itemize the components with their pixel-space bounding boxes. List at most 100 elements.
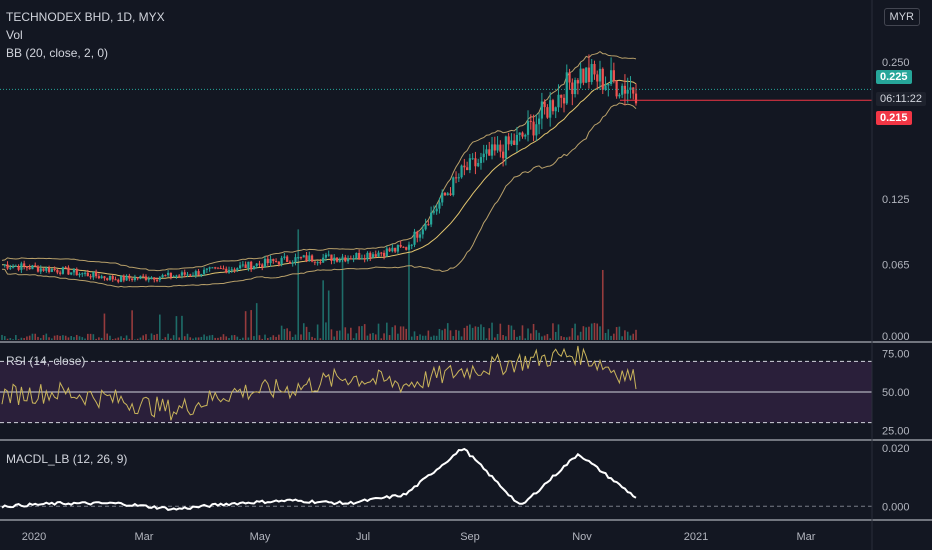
volume-bar xyxy=(128,338,131,340)
volume-bar xyxy=(12,339,14,340)
candle-body xyxy=(601,68,604,90)
volume-bar xyxy=(150,333,153,340)
volume-bar xyxy=(507,324,510,340)
candle-body xyxy=(374,254,377,257)
candle-body xyxy=(358,252,361,259)
volume-bar xyxy=(56,335,59,340)
candle-body xyxy=(169,272,172,278)
volume-bar xyxy=(103,313,106,340)
volume-bar xyxy=(131,310,133,340)
volume-bar xyxy=(571,328,574,340)
candle-body xyxy=(247,261,250,268)
candle-body xyxy=(238,265,242,269)
volume-bar xyxy=(458,330,460,340)
candle-body xyxy=(31,265,34,270)
volume-bar xyxy=(244,311,247,340)
volume-bar xyxy=(394,325,396,340)
volume-bar xyxy=(577,335,579,340)
candle-body xyxy=(529,120,532,122)
rsi-pane[interactable] xyxy=(0,345,872,424)
candle-body xyxy=(250,261,253,270)
chart-title: TECHNODEX BHD, 1D, MYX xyxy=(6,10,165,24)
volume-bar xyxy=(372,332,374,340)
volume-bar xyxy=(358,326,360,340)
volume-bar xyxy=(361,326,363,340)
candle-body xyxy=(233,269,236,271)
candle-body xyxy=(167,272,170,276)
candle-body xyxy=(427,224,430,226)
volume-bar xyxy=(136,338,139,340)
volume-bar xyxy=(413,331,416,340)
currency-badge[interactable]: MYR xyxy=(883,8,920,26)
candle-body xyxy=(551,100,555,112)
volume-bar xyxy=(355,333,358,340)
volume-bar xyxy=(350,327,352,340)
volume-bar xyxy=(543,335,546,340)
volume-bar xyxy=(109,335,111,340)
volume-bar xyxy=(532,323,535,340)
candle-body xyxy=(571,82,574,95)
candle-body xyxy=(222,268,225,270)
candle-body xyxy=(150,277,153,280)
volume-bar xyxy=(120,336,122,340)
volume-bar xyxy=(336,330,338,340)
candle-body xyxy=(554,107,557,112)
volume-bar xyxy=(621,336,623,340)
volume-bar xyxy=(502,335,504,340)
price-pane[interactable] xyxy=(0,50,872,340)
candle-body xyxy=(72,268,76,273)
volume-bar xyxy=(516,336,518,340)
volume-bar xyxy=(192,338,194,340)
candle-body xyxy=(106,278,109,280)
volume-bar xyxy=(203,334,205,340)
candle-body xyxy=(496,144,499,151)
volume-bar xyxy=(139,337,142,340)
volume-bar xyxy=(81,337,84,340)
time-tick-label: Mar xyxy=(135,531,154,543)
candle-body xyxy=(53,268,56,270)
candle-body xyxy=(269,258,272,264)
candle-body xyxy=(466,167,469,171)
candle-body xyxy=(89,276,92,278)
volume-bar xyxy=(89,333,92,340)
candle-body xyxy=(482,153,485,158)
candle-body xyxy=(490,144,494,156)
volume-bar xyxy=(87,333,89,340)
bollinger-basis xyxy=(1,79,637,280)
time-tick-label: 2020 xyxy=(22,531,46,543)
bollinger-lower-band xyxy=(1,102,637,288)
volume-bar xyxy=(100,337,103,340)
volume-bar xyxy=(106,333,109,340)
candle-body xyxy=(191,275,195,277)
macd-pane[interactable] xyxy=(0,447,872,511)
candle-body xyxy=(81,273,84,275)
candle-body xyxy=(305,255,308,262)
candle-body xyxy=(324,254,328,258)
volume-bar xyxy=(283,328,286,340)
candle-body xyxy=(330,254,333,262)
volume-bar xyxy=(289,331,291,340)
candle-body xyxy=(485,149,488,154)
candle-body xyxy=(410,244,413,246)
candle-body xyxy=(510,140,513,145)
volume-bar xyxy=(601,269,604,340)
volume-bar xyxy=(496,333,499,340)
candle-body xyxy=(9,267,12,269)
candle-body xyxy=(391,247,394,252)
rsi-tick-label: 25.00 xyxy=(882,425,910,437)
volume-bar xyxy=(67,337,70,340)
candle-body xyxy=(194,271,197,276)
volume-bar xyxy=(635,329,637,340)
volume-bar xyxy=(75,334,78,340)
volume-bar xyxy=(430,336,432,340)
candle-body xyxy=(371,254,375,258)
volume-bar xyxy=(599,326,601,340)
volume-bar xyxy=(405,328,408,340)
candle-body xyxy=(515,134,519,145)
volume-bar xyxy=(167,333,169,340)
candle-body xyxy=(272,258,275,262)
time-tick-label: Sep xyxy=(460,531,480,543)
candle-body xyxy=(549,100,552,118)
candle-body xyxy=(308,255,311,262)
